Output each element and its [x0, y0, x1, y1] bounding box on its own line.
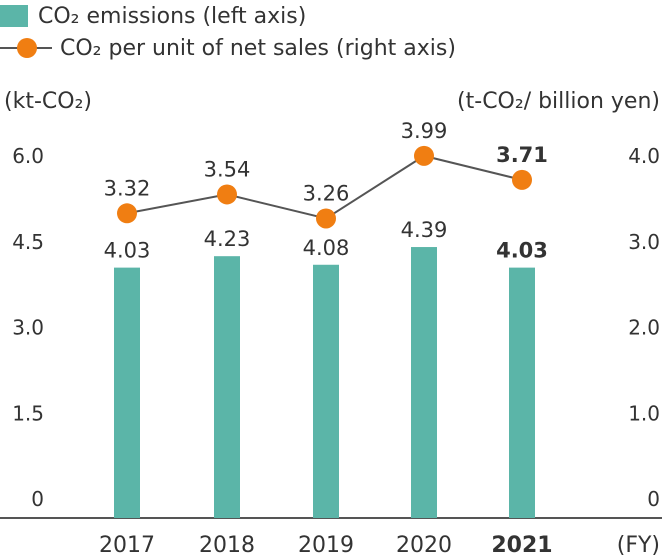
x-axis-unit: (FY) — [617, 533, 660, 558]
left-axis-tick-label: 4.5 — [12, 230, 44, 254]
legend-item-emissions: CO₂ emissions (left axis) — [0, 1, 306, 31]
left-axis-tick-label: 0 — [31, 487, 44, 511]
legend-intensity-label: CO₂ per unit of net sales (right axis) — [60, 35, 456, 61]
bar-value-label: 4.03 — [104, 239, 151, 263]
bar-value-label: 4.39 — [401, 218, 448, 242]
line-value-label: 3.32 — [104, 176, 151, 200]
legend-emissions-label: CO₂ emissions (left axis) — [38, 3, 307, 29]
right-axis-unit: (t-CO₂/ billion yen) — [457, 89, 660, 114]
right-axis-tick-label: 1.0 — [628, 401, 660, 425]
left-axis-tick-label: 1.5 — [12, 401, 44, 425]
line-value-label: 3.26 — [303, 181, 350, 205]
bar-value-label: 4.23 — [204, 227, 251, 251]
legend-dot-icon — [17, 38, 37, 58]
left-axis-unit: (kt-CO₂) — [4, 89, 92, 114]
x-axis-tick-label: 2018 — [199, 533, 255, 558]
line-value-label: 3.54 — [204, 157, 251, 181]
left-axis-tick-label: 3.0 — [12, 316, 44, 340]
line-point — [512, 169, 532, 190]
right-axis-tick-label: 2.0 — [628, 316, 660, 340]
x-axis-tick-label: 2020 — [396, 533, 452, 558]
legend-bar-swatch — [0, 5, 28, 27]
x-axis-tick-label: 2017 — [99, 533, 155, 558]
line-point — [316, 208, 336, 229]
x-axis-tick-label: 2021 — [491, 533, 552, 558]
bar — [411, 247, 437, 518]
right-axis-tick-label: 0 — [647, 487, 660, 511]
line-point — [414, 145, 434, 166]
line-value-label: 3.99 — [401, 119, 448, 143]
line-point — [117, 203, 137, 224]
bar — [509, 267, 535, 518]
right-axis-tick-label: 3.0 — [628, 230, 660, 254]
legend-line-marker — [0, 37, 52, 59]
right-axis-tick-label: 4.0 — [628, 144, 660, 168]
x-axis-tick-label: 2019 — [298, 533, 354, 558]
legend-item-intensity: CO₂ per unit of net sales (right axis) — [0, 33, 456, 63]
left-axis-tick-label: 6.0 — [12, 144, 44, 168]
line-value-label: 3.71 — [496, 143, 548, 167]
bar — [214, 256, 240, 518]
bar — [313, 264, 339, 518]
bar — [114, 267, 140, 518]
bar-value-label: 4.08 — [303, 236, 350, 260]
bar-value-label: 4.03 — [496, 239, 548, 263]
line-point — [217, 184, 237, 205]
